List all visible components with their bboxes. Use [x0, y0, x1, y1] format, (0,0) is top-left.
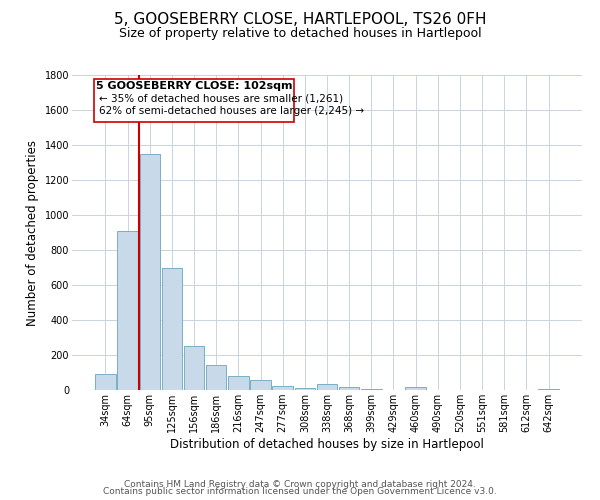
Bar — [295, 388, 315, 390]
Text: 5 GOOSEBERRY CLOSE: 102sqm: 5 GOOSEBERRY CLOSE: 102sqm — [96, 81, 292, 91]
Text: Size of property relative to detached houses in Hartlepool: Size of property relative to detached ho… — [119, 28, 481, 40]
X-axis label: Distribution of detached houses by size in Hartlepool: Distribution of detached houses by size … — [170, 438, 484, 451]
Bar — [161, 268, 182, 390]
Bar — [339, 388, 359, 390]
Bar — [140, 154, 160, 390]
Bar — [272, 386, 293, 390]
Text: Contains HM Land Registry data © Crown copyright and database right 2024.: Contains HM Land Registry data © Crown c… — [124, 480, 476, 489]
Bar — [361, 389, 382, 390]
Bar — [206, 364, 226, 390]
Bar — [184, 346, 204, 390]
Bar — [250, 380, 271, 390]
Bar — [317, 384, 337, 390]
Text: 62% of semi-detached houses are larger (2,245) →: 62% of semi-detached houses are larger (… — [99, 106, 364, 116]
Text: 5, GOOSEBERRY CLOSE, HARTLEPOOL, TS26 0FH: 5, GOOSEBERRY CLOSE, HARTLEPOOL, TS26 0F… — [114, 12, 486, 28]
Bar — [118, 231, 138, 390]
Bar — [228, 376, 248, 390]
Bar — [538, 389, 559, 390]
Text: ← 35% of detached houses are smaller (1,261): ← 35% of detached houses are smaller (1,… — [99, 94, 343, 104]
Bar — [95, 374, 116, 390]
Text: Contains public sector information licensed under the Open Government Licence v3: Contains public sector information licen… — [103, 487, 497, 496]
Y-axis label: Number of detached properties: Number of detached properties — [26, 140, 39, 326]
Bar — [406, 388, 426, 390]
